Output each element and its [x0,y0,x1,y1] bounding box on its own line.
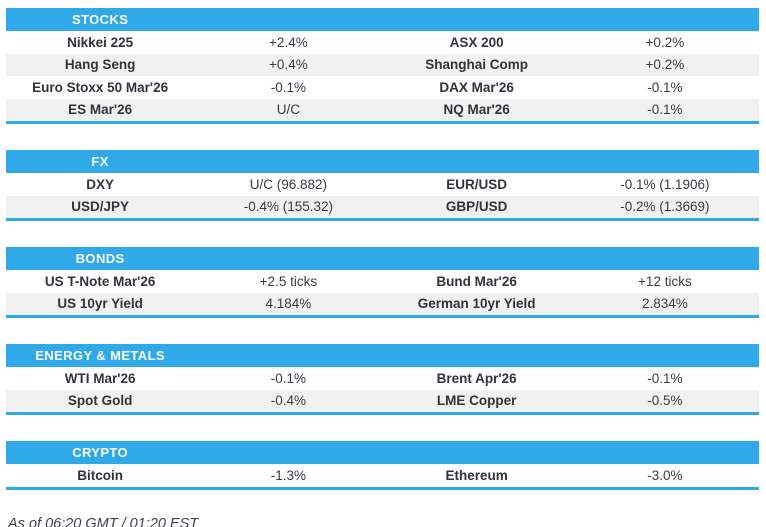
section-header-fx: FX [6,150,759,173]
section-energy-metals: ENERGY & METALS WTI Mar'26 -0.1% Brent Apr… [6,344,759,415]
section-stocks: STOCKS Nikkei 225 +2.4% ASX 200 +0.2% Hang S… [6,8,759,124]
instrument-name: Spot Gold [67,393,133,409]
instrument-value: -3.0% [647,467,683,483]
instrument-name: Brent Apr'26 [436,370,517,386]
instrument-value: +0.2% [645,34,685,50]
instrument-name: ES Mar'26 [68,102,133,118]
section-title: FX [91,154,109,169]
instrument-value: 4.184% [265,296,312,312]
table-row: Hang Seng +0.4% Shanghai Comp +0.2% [6,53,759,76]
instrument-name: LME Copper [436,393,517,409]
table-row: Nikkei 225 +2.4% ASX 200 +0.2% [6,31,759,54]
table-row: ES Mar'26 U/C NQ Mar'26 -0.1% [6,98,759,121]
instrument-value: -0.1% [647,79,683,95]
as-of-timestamp: As of 06:20 GMT / 01:20 EST [8,515,199,527]
instrument-name: Bitcoin [77,467,123,483]
instrument-value: -0.1% [647,370,683,386]
instrument-value: -0.1% [270,79,307,95]
section-header-crypto: CRYPTO [6,441,759,464]
instrument-value: -0.5% [647,393,683,409]
instrument-value: +2.5 ticks [259,273,318,289]
instrument-name: Hang Seng [64,57,136,73]
instrument-name: WTI Mar'26 [64,370,136,386]
section-rows: Nikkei 225 +2.4% ASX 200 +0.2% Hang Seng +0.4… [6,31,759,121]
instrument-name: USD/JPY [71,199,130,215]
instrument-value: -1.3% [270,467,307,483]
instrument-name: GBP/USD [445,199,508,215]
instrument-value: -0.1% (1.1906) [620,176,710,192]
instrument-name: Shanghai Comp [425,57,528,73]
section-title: ENERGY & METALS [35,348,165,363]
instrument-value: +0.2% [645,57,685,73]
table-row: US T-Note Mar'26 +2.5 ticks Bund Mar'26 +12… [6,270,759,293]
instrument-value: 2.834% [641,296,688,312]
instrument-value: +12 ticks [638,273,692,289]
section-crypto: CRYPTO Bitcoin -1.3% Ethereum -3.0% [6,441,759,490]
section-header-bonds: BONDS [6,247,759,270]
section-header-energy-metals: ENERGY & METALS [6,344,759,367]
instrument-value: +0.4% [269,57,308,73]
instrument-name: German 10yr Yield [417,296,536,312]
instrument-value: -0.1% [647,102,683,118]
instrument-name: Nikkei 225 [67,34,134,50]
table-row: WTI Mar'26 -0.1% Brent Apr'26 -0.1% [6,367,759,390]
section-rows: DXY U/C (96.882) EUR/USD -0.1% (1.1906) USD/… [6,173,759,218]
section-rows: WTI Mar'26 -0.1% Brent Apr'26 -0.1% Spot Gol… [6,367,759,412]
section-title: STOCKS [71,12,129,27]
instrument-name: Bund Mar'26 [436,273,517,289]
section-bonds: BONDS US T-Note Mar'26 +2.5 ticks Bund Mar… [6,247,759,318]
section-rows: Bitcoin -1.3% Ethereum -3.0% [6,464,759,487]
table-row: US 10yr Yield 4.184% German 10yr Yield 2.83… [6,292,759,315]
instrument-value: -0.4% (155.32) [243,199,334,215]
instrument-value: +2.4% [269,34,308,50]
instrument-name: Euro Stoxx 50 Mar'26 [32,79,169,95]
instrument-value: -0.1% [270,370,307,386]
instrument-value: -0.2% (1.3669) [620,199,710,215]
section-title: CRYPTO [72,445,129,460]
table-row: Spot Gold -0.4% LME Copper -0.5% [6,389,759,412]
instrument-name: EUR/USD [446,176,507,192]
section-rows: US T-Note Mar'26 +2.5 ticks Bund Mar'26 +12… [6,270,759,315]
instrument-name: Ethereum [445,467,508,483]
instrument-value: U/C (96.882) [249,176,328,192]
instrument-name: US 10yr Yield [57,296,143,312]
section-fx: FX DXY U/C (96.882) EUR/USD -0.1% (1.1906) U… [6,150,759,221]
table-row: DXY U/C (96.882) EUR/USD -0.1% (1.1906) [6,173,759,196]
instrument-name: NQ Mar'26 [443,102,510,118]
section-header-stocks: STOCKS [6,8,759,31]
table-row: Euro Stoxx 50 Mar'26 -0.1% DAX Mar'26 -0.1% [6,76,759,99]
instrument-name: US T-Note Mar'26 [44,273,156,289]
table-row: Bitcoin -1.3% Ethereum -3.0% [6,464,759,487]
table-row: USD/JPY -0.4% (155.32) GBP/USD -0.2% (1.366… [6,195,759,218]
instrument-value: U/C [276,102,300,118]
instrument-name: DAX Mar'26 [439,79,514,95]
section-title: BONDS [75,251,125,266]
instrument-name: DXY [86,176,114,192]
instrument-value: -0.4% [270,393,307,409]
instrument-name: ASX 200 [449,34,504,50]
